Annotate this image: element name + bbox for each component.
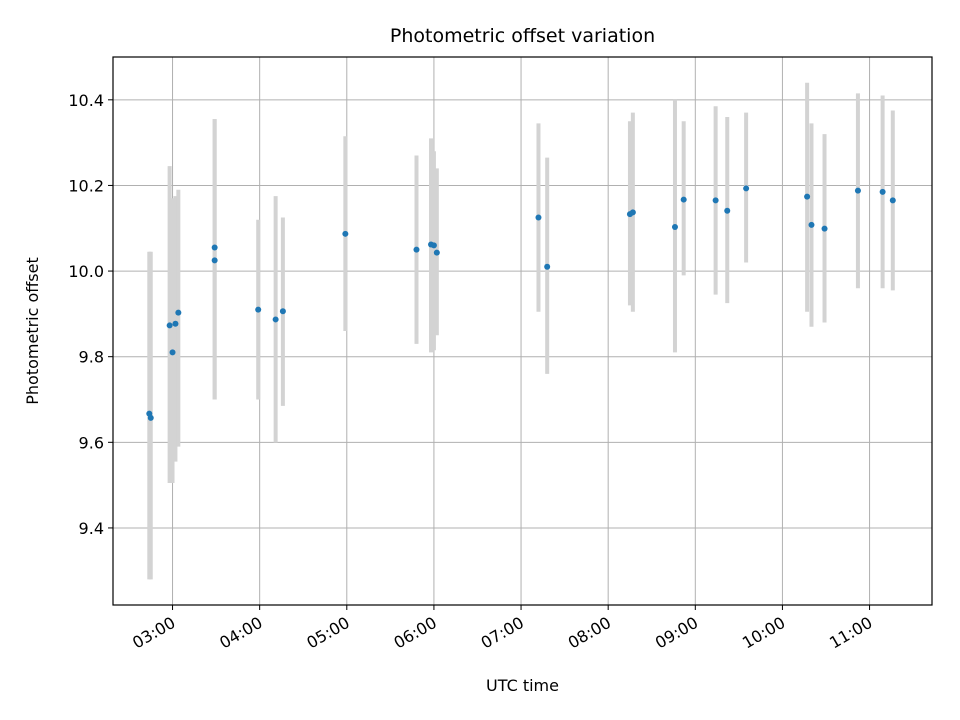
data-point xyxy=(342,230,349,237)
y-tick-label: 10.2 xyxy=(68,176,104,195)
data-point xyxy=(879,188,886,195)
x-axis-label: UTC time xyxy=(486,676,559,695)
data-point xyxy=(430,242,437,249)
grid xyxy=(113,57,932,605)
y-tick-label: 9.4 xyxy=(79,519,104,538)
data-point xyxy=(535,214,542,221)
data-point xyxy=(544,263,551,270)
data-point xyxy=(712,197,719,204)
y-tick-label: 9.6 xyxy=(79,433,104,452)
data-point xyxy=(175,309,182,316)
data-point xyxy=(821,225,828,232)
data-point xyxy=(743,185,750,192)
data-point xyxy=(629,209,636,216)
data-point xyxy=(724,207,731,214)
data-point xyxy=(804,193,811,200)
data-point xyxy=(671,223,678,230)
data-point xyxy=(279,308,286,315)
data-point xyxy=(211,244,218,251)
data-point xyxy=(255,306,262,313)
data-point xyxy=(413,246,420,253)
data-point xyxy=(169,349,176,356)
data-points xyxy=(146,185,896,421)
y-axis: 9.4 9.6 9.8 10.0 10.2 10.4 xyxy=(68,91,113,538)
data-point xyxy=(211,257,218,264)
y-axis-label: Photometric offset xyxy=(23,257,42,405)
data-point xyxy=(680,196,687,203)
data-point xyxy=(808,221,815,228)
data-point xyxy=(272,316,279,323)
data-point xyxy=(172,320,179,327)
y-tick-label: 9.8 xyxy=(79,348,104,367)
plot-frame xyxy=(112,56,933,606)
data-point xyxy=(147,414,154,421)
chart-title: Photometric offset variation xyxy=(390,25,655,47)
data-point xyxy=(166,322,173,329)
y-tick-label: 10.0 xyxy=(68,262,104,281)
data-point xyxy=(433,249,440,256)
data-point xyxy=(854,187,861,194)
data-point xyxy=(889,197,896,204)
y-tick-label: 10.4 xyxy=(68,91,104,110)
